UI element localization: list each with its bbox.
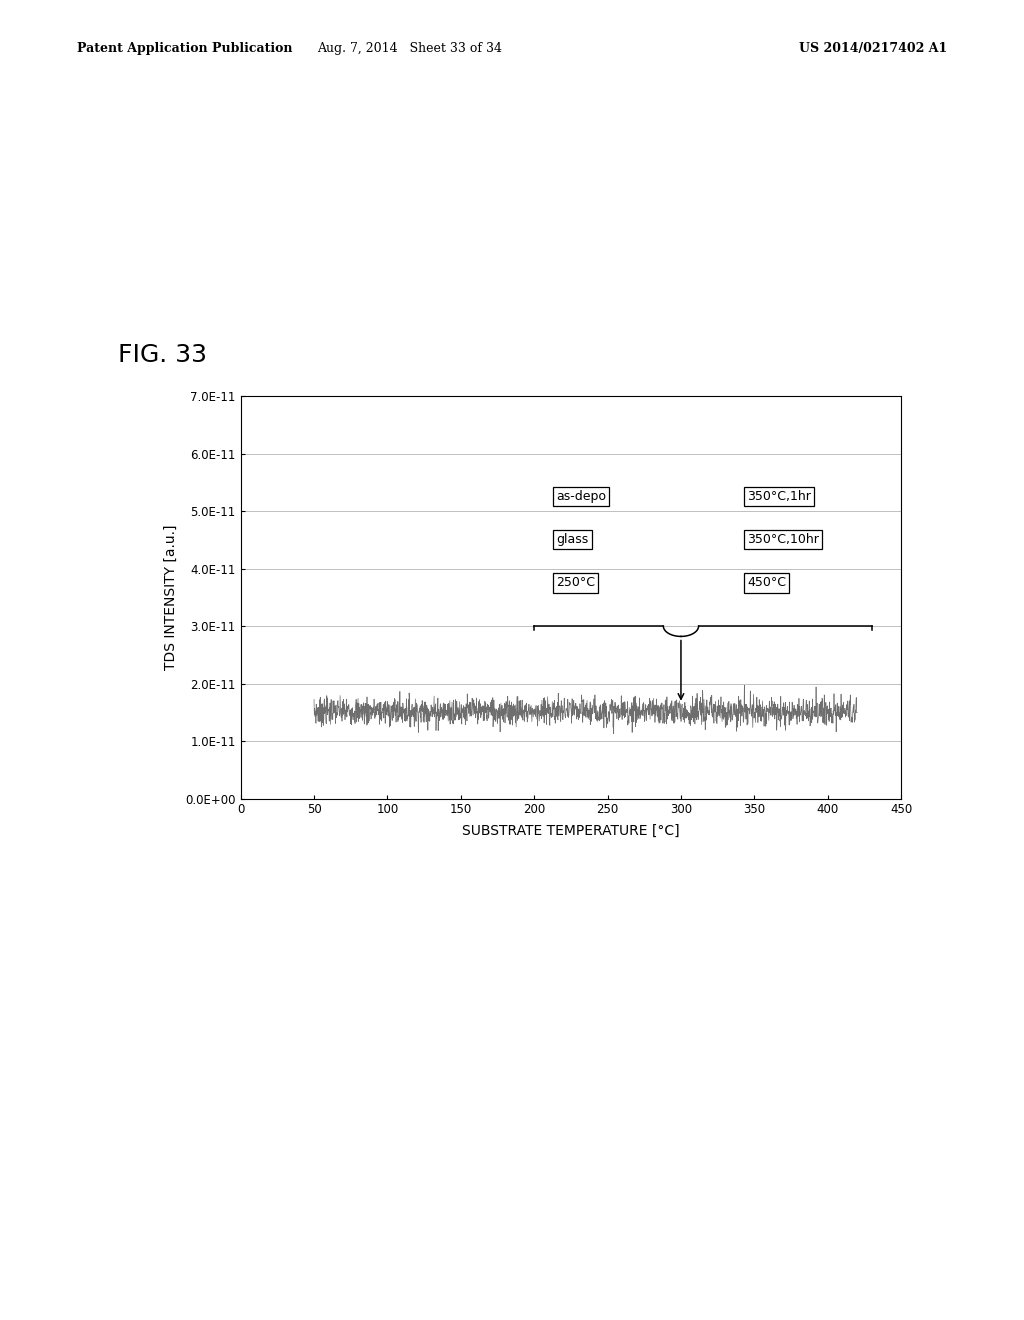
Text: glass: glass <box>556 533 589 546</box>
X-axis label: SUBSTRATE TEMPERATURE [°C]: SUBSTRATE TEMPERATURE [°C] <box>462 824 680 837</box>
Y-axis label: TDS INTENSITY [a.u.]: TDS INTENSITY [a.u.] <box>164 524 178 671</box>
Text: US 2014/0217402 A1: US 2014/0217402 A1 <box>799 42 947 55</box>
Text: 450°C: 450°C <box>748 577 786 590</box>
Text: 350°C,10hr: 350°C,10hr <box>748 533 819 546</box>
Text: FIG. 33: FIG. 33 <box>118 343 207 367</box>
Text: as-depo: as-depo <box>556 490 606 503</box>
Text: 250°C: 250°C <box>556 577 595 590</box>
Text: Aug. 7, 2014   Sheet 33 of 34: Aug. 7, 2014 Sheet 33 of 34 <box>317 42 502 55</box>
Text: 350°C,1hr: 350°C,1hr <box>748 490 811 503</box>
Text: Patent Application Publication: Patent Application Publication <box>77 42 292 55</box>
